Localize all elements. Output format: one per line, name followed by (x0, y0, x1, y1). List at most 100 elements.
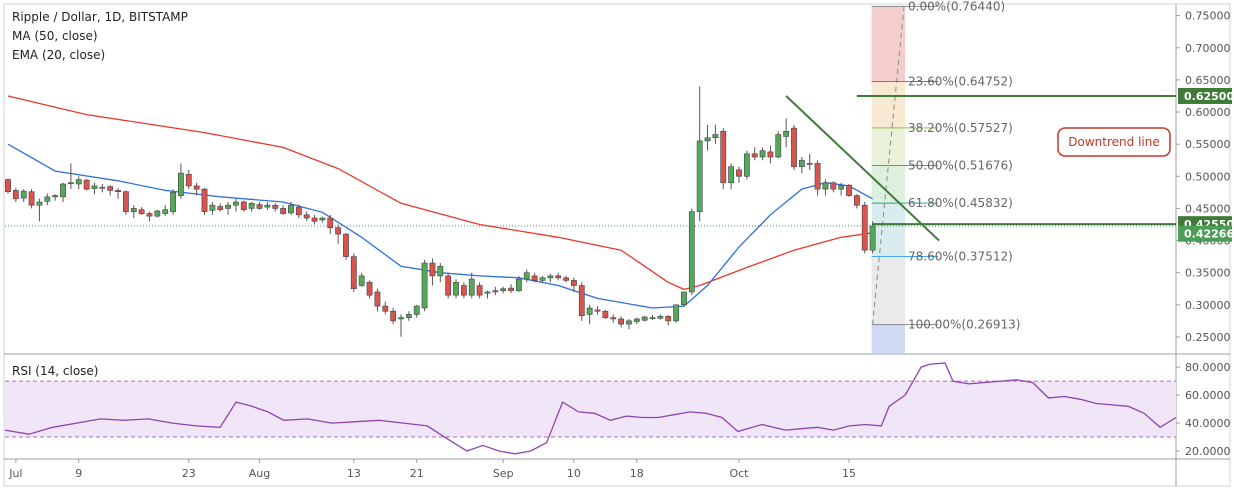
resistance-price-tag-box (1178, 87, 1232, 104)
candle-body-35 (280, 208, 286, 214)
candle-body-110 (869, 225, 876, 251)
candle-body-101 (798, 159, 805, 167)
candle-body-86 (681, 291, 687, 306)
candle-body-93 (736, 169, 742, 177)
time-tick-5: 21 (410, 467, 424, 480)
candle-body-41 (327, 217, 334, 228)
candle-body-42 (335, 227, 342, 235)
candle-body-36 (288, 204, 294, 214)
candle-body-91 (720, 131, 727, 184)
ma50-line (7, 95, 873, 291)
candle-body-72 (571, 280, 577, 286)
candle-body-67 (531, 275, 538, 281)
candle-body-8 (67, 182, 74, 185)
annotation-box (1057, 127, 1171, 157)
downtrend-line (785, 95, 940, 242)
candle-body-5 (44, 196, 51, 202)
candle-body-79 (626, 320, 632, 325)
fib-label-5: 78.60%(0.37512) (908, 250, 1013, 264)
time-tick-2: 23 (182, 467, 196, 480)
candle-body-40 (319, 217, 326, 221)
candle-body-96 (759, 150, 766, 158)
candle-body-43 (343, 233, 349, 257)
chart-title: Ripple / Dollar, 1D, BITSTAMP (12, 10, 188, 24)
candle-body-85 (673, 304, 679, 322)
candle-body-47 (374, 291, 381, 307)
fib-label-1: 23.60%(0.64752) (908, 74, 1013, 88)
candle-body-27 (217, 206, 224, 211)
candle-body-108 (853, 195, 860, 206)
candle-body-90 (712, 134, 719, 139)
candle-body-66 (523, 272, 530, 280)
candle-body-16 (130, 208, 137, 212)
fib-zone-2 (871, 81, 906, 128)
price-tick-7: 0.60000 (1185, 106, 1231, 119)
candle-body-6 (52, 195, 59, 198)
candle-body-106 (838, 184, 845, 190)
candle-body-28 (225, 204, 231, 209)
candle-body-57 (453, 282, 459, 296)
fib-label-6: 100.00%(0.26913) (908, 318, 1020, 332)
time-tick-3: Aug (249, 467, 270, 480)
candle-body-78 (618, 318, 624, 325)
candle-body-62 (492, 290, 499, 293)
candle-body-56 (445, 275, 452, 296)
candle-body-52 (413, 305, 420, 315)
candle-body-59 (468, 278, 475, 296)
candle-body-73 (578, 285, 585, 317)
candle-body-22 (178, 172, 184, 196)
candle-body-17 (138, 209, 145, 214)
rsi-legend: RSI (14, close) (12, 364, 99, 378)
candle-body-3 (28, 191, 35, 206)
candle-body-77 (610, 317, 617, 320)
candle-body-7 (60, 183, 66, 198)
candle-body-23 (185, 174, 192, 187)
candle-body-29 (233, 201, 239, 206)
time-tick-7: 10 (567, 467, 581, 480)
candle-body-74 (586, 307, 593, 315)
candle-body-21 (170, 192, 176, 212)
candle-body-75 (594, 309, 601, 312)
candle-body-99 (783, 131, 790, 137)
rsi-tick-1: 40.0000 (1185, 417, 1231, 430)
fib-label-3: 50.00%(0.51676) (908, 159, 1013, 173)
candle-body-18 (146, 213, 153, 217)
rsi-tick-0: 20.0000 (1185, 445, 1231, 458)
candle-body-64 (508, 287, 514, 291)
price-tick-2: 0.35000 (1185, 267, 1231, 280)
candle-body-2 (20, 190, 27, 199)
candle-body-102 (806, 163, 813, 165)
candle-body-15 (123, 191, 129, 212)
candle-body-4 (36, 201, 43, 206)
time-tick-8: 18 (630, 467, 644, 480)
price-tick-4: 0.45000 (1185, 202, 1231, 215)
candle-body-13 (107, 186, 114, 191)
fib-label-4: 61.80%(0.45832) (908, 196, 1013, 210)
last-price-tag-box (1178, 225, 1232, 242)
fib-label-2: 38.20%(0.57527) (908, 121, 1013, 135)
candle-body-81 (641, 316, 648, 321)
candle-body-69 (547, 275, 554, 279)
price-tick-1: 0.30000 (1185, 299, 1231, 312)
candle-body-31 (248, 202, 255, 209)
candle-body-89 (704, 137, 711, 142)
fib-zone-5 (871, 203, 906, 257)
candle-body-98 (775, 134, 782, 158)
price-tick-6: 0.55000 (1185, 138, 1231, 151)
candle-body-109 (861, 204, 868, 251)
candle-body-25 (201, 188, 208, 212)
candle-body-54 (429, 262, 436, 277)
time-tick-0: Jul (8, 467, 22, 480)
time-tick-10: 15 (842, 467, 856, 480)
rsi-tick-2: 60.0000 (1185, 389, 1231, 402)
fib-zone-3 (871, 127, 906, 166)
candle-body-88 (696, 140, 703, 212)
candle-body-71 (563, 277, 569, 281)
time-tick-1: 9 (75, 467, 82, 480)
candle-body-37 (295, 206, 302, 216)
candle-body-14 (115, 190, 121, 193)
candle-body-105 (830, 182, 837, 190)
candle-body-84 (665, 316, 672, 322)
price-tick-5: 0.50000 (1185, 170, 1231, 183)
